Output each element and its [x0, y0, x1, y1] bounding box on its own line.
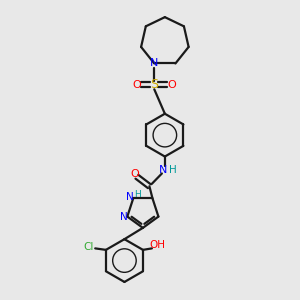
Text: H: H	[169, 165, 177, 175]
Text: N: N	[126, 192, 134, 202]
Text: S: S	[150, 78, 158, 92]
Text: Cl: Cl	[83, 242, 94, 252]
Text: N: N	[120, 212, 127, 222]
Text: O: O	[168, 80, 176, 90]
Text: N: N	[150, 58, 158, 68]
Text: O: O	[130, 169, 139, 179]
Text: N: N	[159, 165, 167, 175]
Text: O: O	[132, 80, 141, 90]
Text: OH: OH	[150, 240, 166, 250]
Text: H: H	[134, 190, 141, 199]
